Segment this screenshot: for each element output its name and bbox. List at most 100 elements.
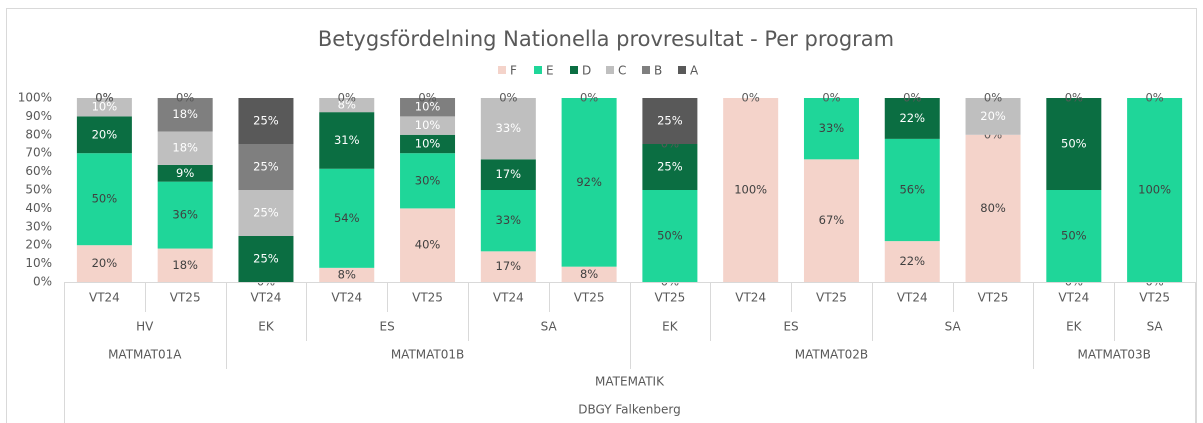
group-label: MATMAT01B [391, 348, 464, 362]
x-tick-label: VT25 [412, 291, 443, 305]
bar-segment [238, 98, 294, 144]
data-label: 22% [899, 254, 925, 268]
legend-swatch [498, 66, 506, 74]
data-label: 20% [92, 256, 118, 270]
y-tick-label: 30% [25, 219, 52, 233]
group-label: DBGY Falkenberg [578, 403, 680, 417]
data-label: 31% [334, 133, 360, 147]
data-label: 9% [176, 166, 194, 180]
group-label: EK [258, 320, 275, 334]
y-tick-label: 20% [25, 238, 52, 252]
data-label: 25% [253, 252, 279, 266]
x-tick-label: VT25 [1139, 291, 1170, 305]
y-tick-label: 60% [25, 164, 52, 178]
data-label: 40% [415, 238, 441, 252]
legend-label: F [510, 64, 517, 78]
bar-segment [76, 153, 132, 246]
bar-segment [723, 98, 779, 282]
x-tick-label: VT24 [735, 291, 766, 305]
legend-swatch [606, 66, 614, 74]
group-label: MATMAT02B [795, 348, 868, 362]
group-label: MATMAT01A [108, 348, 182, 362]
data-label: 8% [338, 98, 356, 112]
x-tick-label: VT25 [574, 291, 605, 305]
data-label: 0% [822, 91, 840, 105]
bar-segment [238, 236, 294, 282]
bar-segment [965, 98, 1021, 135]
bar-segment [1127, 98, 1183, 282]
bar-segment [642, 190, 698, 282]
bar-segment [803, 98, 859, 160]
x-tick-label: VT25 [816, 291, 847, 305]
data-label: 50% [92, 192, 118, 206]
data-label: 20% [92, 127, 118, 141]
data-label: 17% [496, 259, 522, 273]
y-tick-label: 100% [18, 91, 52, 105]
legend-label: C [618, 64, 626, 78]
bar-segment [400, 98, 456, 117]
data-label: 36% [172, 208, 198, 222]
bar-segment [1046, 98, 1102, 190]
data-label: 54% [334, 211, 360, 225]
data-label: 100% [734, 183, 767, 197]
bar-segment [319, 267, 375, 282]
data-label: 50% [657, 229, 683, 243]
group-label: HV [136, 320, 154, 334]
group-label: SA [1147, 320, 1164, 334]
chart-title: Betygsfördelning Nationella provresultat… [318, 27, 894, 51]
bar-segment [480, 98, 536, 160]
y-tick-label: 90% [25, 109, 52, 123]
legend-swatch [534, 66, 542, 74]
x-tick-label: VT24 [331, 291, 362, 305]
data-label: 8% [338, 267, 356, 281]
data-label: 22% [899, 111, 925, 125]
data-label: 50% [1061, 137, 1087, 151]
bar-segment [157, 248, 213, 282]
data-label: 50% [1061, 229, 1087, 243]
data-label: 0% [499, 91, 517, 105]
data-label: 56% [899, 183, 925, 197]
data-label: 0% [176, 91, 194, 105]
x-tick-label: VT24 [89, 291, 120, 305]
data-label: 18% [172, 107, 198, 121]
bar-segment [319, 168, 375, 268]
bar-segment [642, 98, 698, 144]
data-label: 0% [742, 91, 760, 105]
group-label: EK [662, 320, 679, 334]
x-tick-label: VT24 [251, 291, 282, 305]
data-label: 25% [657, 160, 683, 174]
group-label: MATEMATIK [595, 375, 665, 389]
bar-segment [561, 98, 617, 267]
bar-segment [319, 98, 375, 113]
data-label: 0% [418, 91, 436, 105]
group-label: ES [380, 320, 395, 334]
data-label: 25% [253, 206, 279, 220]
data-label: 0% [1145, 91, 1163, 105]
data-label: 10% [415, 137, 441, 151]
data-label: 0% [338, 91, 356, 105]
bar-segment [400, 116, 456, 135]
x-tick-label: VT25 [978, 291, 1009, 305]
data-label: 100% [1138, 183, 1171, 197]
data-label: 10% [415, 100, 441, 114]
data-label: 0% [95, 91, 113, 105]
bar-segment [480, 251, 536, 282]
group-label: EK [1066, 320, 1083, 334]
legend-label: A [690, 64, 699, 78]
data-label: 67% [819, 213, 845, 227]
bar-segment [238, 190, 294, 236]
data-label: 30% [415, 173, 441, 187]
legend-label: D [582, 64, 591, 78]
data-label: 18% [172, 258, 198, 272]
data-label: 10% [415, 118, 441, 132]
data-label: 33% [496, 213, 522, 227]
bar-segment [965, 134, 1021, 282]
group-label: SA [541, 320, 558, 334]
group-label: MATMAT03B [1077, 348, 1150, 362]
data-label: 18% [172, 141, 198, 155]
bar-segment [157, 98, 213, 132]
bar-segment [561, 266, 617, 282]
data-label: 92% [576, 175, 602, 189]
bar-segment [642, 144, 698, 190]
